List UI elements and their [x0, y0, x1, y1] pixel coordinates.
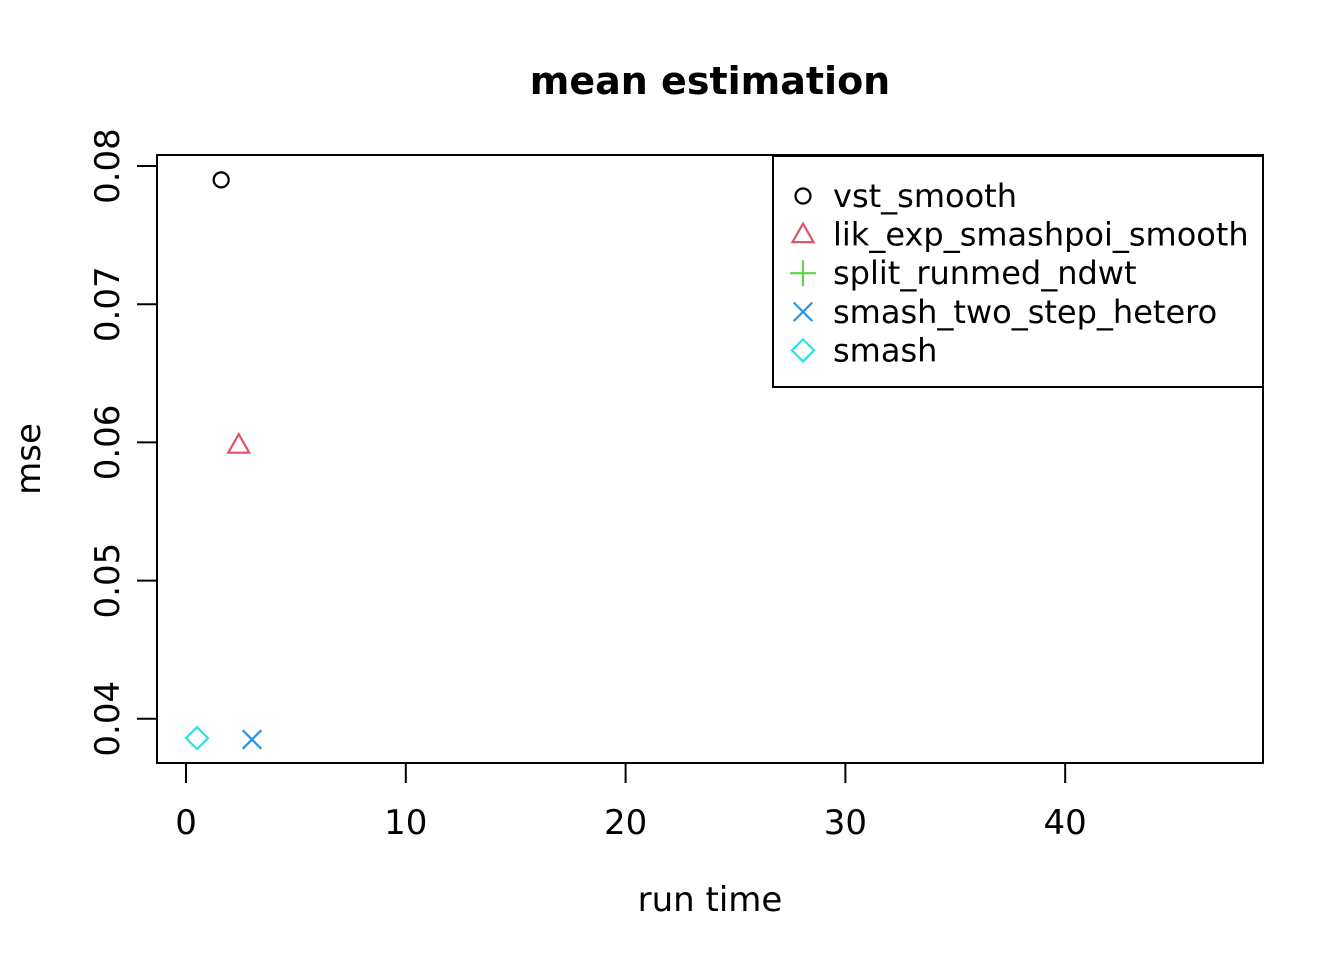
- legend-label-lik_exp_smashpoi_smooth: lik_exp_smashpoi_smooth: [833, 216, 1249, 254]
- legend-diamond-marker-icon: [790, 337, 816, 363]
- x-tick-label: 0: [175, 803, 197, 843]
- x-tick-label: 40: [1044, 803, 1087, 843]
- data-point-smash: [184, 725, 210, 751]
- x-axis-label: run time: [638, 880, 783, 920]
- points-layer: [184, 171, 263, 751]
- x-tick-label: 30: [824, 803, 867, 843]
- plot-border: [156, 154, 1264, 764]
- legend-x-marker-icon: [792, 301, 814, 322]
- legend-label-smash: smash: [833, 331, 937, 369]
- y-tick-label: 0.05: [88, 543, 128, 619]
- data-point-vst_smooth: [212, 171, 230, 189]
- data-point-smash_two_step_hetero: [241, 729, 263, 750]
- y-tick-label: 0.07: [88, 266, 128, 342]
- legend-triangle-marker-icon: [790, 221, 816, 244]
- y-tick-label: 0.06: [88, 405, 128, 481]
- y-tick-label: 0.04: [88, 681, 128, 757]
- chart-title: mean estimation: [530, 59, 890, 103]
- legend-label-vst_smooth: vst_smooth: [833, 177, 1017, 215]
- y-tick-label: 0.08: [88, 128, 128, 204]
- legend-label-smash_two_step_hetero: smash_two_step_hetero: [833, 293, 1217, 331]
- data-point-lik_exp_smashpoi_smooth: [226, 431, 252, 454]
- x-tick-label: 10: [384, 803, 427, 843]
- legend-box: vst_smoothlik_exp_smashpoi_smoothsplit_r…: [772, 155, 1264, 388]
- axes-layer: 0 10 20 30 40 0.04 0.05 0.06 0.07 0.08: [88, 128, 1264, 843]
- legend-circle-marker-icon: [794, 187, 812, 205]
- x-tick-label: 20: [604, 803, 647, 843]
- legend-label-split_runmed_ndwt: split_runmed_ndwt: [833, 254, 1137, 292]
- legend-plus-marker-icon: [790, 260, 816, 287]
- y-axis-label: mse: [9, 423, 49, 495]
- legend-border: [772, 155, 1264, 388]
